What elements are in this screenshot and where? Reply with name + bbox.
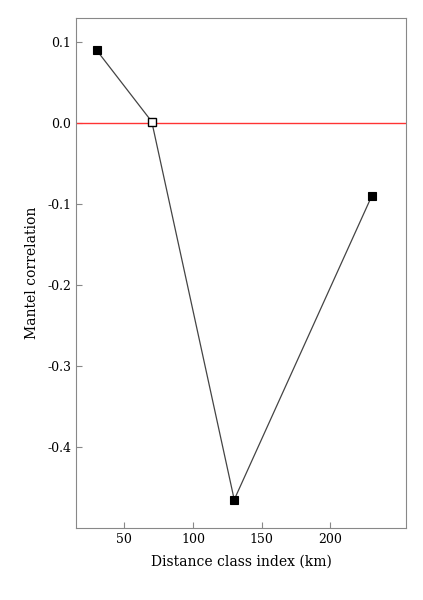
X-axis label: Distance class index (km): Distance class index (km) (151, 554, 332, 568)
Y-axis label: Mantel correlation: Mantel correlation (25, 207, 39, 339)
